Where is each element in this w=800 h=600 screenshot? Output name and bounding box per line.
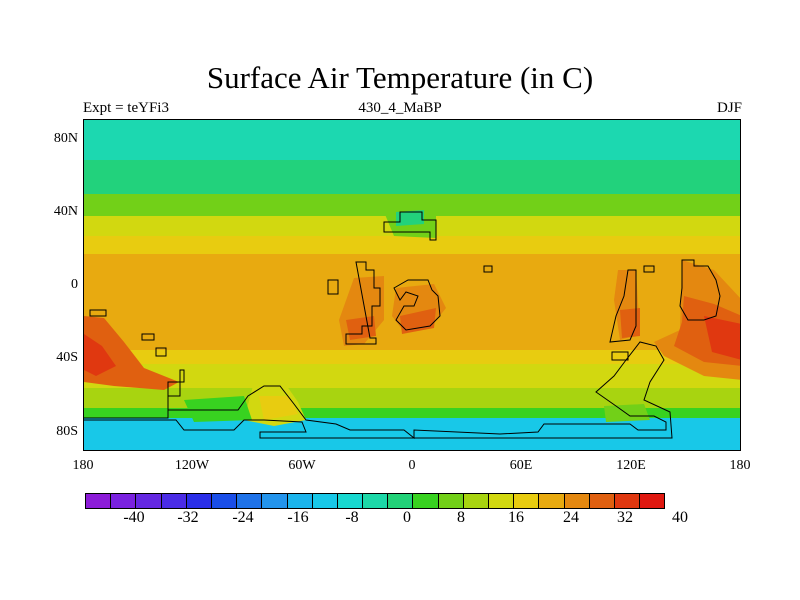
colorbar-label: -32 bbox=[177, 509, 199, 526]
band-subtropical-south bbox=[84, 350, 740, 364]
hot-region-west-core bbox=[84, 334, 116, 376]
hot-region-far-east-core bbox=[704, 316, 740, 360]
coast-far-east bbox=[679, 259, 721, 321]
colorbar-label: -8 bbox=[345, 509, 359, 526]
colorbar-swatch bbox=[85, 493, 112, 509]
hot-region-asia-core bbox=[400, 308, 436, 334]
colorbar-label: -40 bbox=[123, 509, 145, 526]
colorbar-swatch bbox=[110, 493, 137, 509]
colorbar-swatch bbox=[135, 493, 162, 509]
colorbar-label: 16 bbox=[508, 509, 524, 526]
lon-tick-label: 180 bbox=[72, 458, 94, 473]
colorbar-swatch bbox=[387, 493, 414, 509]
band-mid-south bbox=[84, 364, 740, 388]
coast-island-b bbox=[483, 265, 493, 273]
lat-tick-label: 80N bbox=[53, 131, 78, 146]
colorbar-label: 32 bbox=[617, 509, 633, 526]
colorbar-swatch bbox=[513, 493, 540, 509]
hot-region-west bbox=[84, 316, 179, 390]
band-subpolar-north bbox=[84, 160, 740, 194]
coast-antarctica bbox=[84, 341, 673, 440]
temperature-field bbox=[84, 120, 740, 450]
lat-tick-label: 0 bbox=[71, 277, 78, 292]
coast-east-small-b bbox=[611, 351, 629, 361]
colorbar-swatch bbox=[563, 493, 590, 509]
cool-plume-south-america-inner bbox=[259, 396, 298, 420]
continent-outlines bbox=[84, 211, 721, 440]
colorbar-label: -24 bbox=[232, 509, 254, 526]
coast-africa-west bbox=[345, 261, 381, 345]
band-subpolar-south bbox=[84, 408, 740, 418]
band-polar-south bbox=[84, 418, 740, 450]
colorbar-label: 24 bbox=[563, 509, 579, 526]
coast-small-west-c bbox=[155, 347, 167, 357]
green-patch-south-east bbox=[604, 404, 650, 422]
lon-tick-label: 60W bbox=[288, 458, 316, 473]
lon-tick-label: 120W bbox=[174, 458, 210, 473]
colorbar-swatch bbox=[261, 493, 288, 509]
colorbar-swatch bbox=[639, 493, 666, 509]
colorbar-swatch bbox=[311, 493, 338, 509]
colorbar-swatch bbox=[437, 493, 464, 509]
lon-tick-label: 0 bbox=[408, 458, 416, 473]
lat-tick-label: 80S bbox=[56, 424, 78, 439]
colorbar bbox=[85, 493, 666, 509]
colorbar-swatch bbox=[286, 493, 313, 509]
colorbar-label: -16 bbox=[287, 509, 309, 526]
coast-east-small bbox=[643, 265, 655, 273]
band-subtropical-north bbox=[84, 236, 740, 254]
colorbar-swatch bbox=[538, 493, 565, 509]
lon-tick-label: 60E bbox=[509, 458, 533, 473]
chart-title: Surface Air Temperature (in C) bbox=[206, 60, 594, 95]
colorbar-swatch bbox=[588, 493, 615, 509]
coast-north-arm bbox=[383, 211, 437, 241]
coast-small-west-b bbox=[141, 333, 155, 341]
colorbar-swatch bbox=[362, 493, 389, 509]
coast-island-a bbox=[327, 279, 339, 295]
colorbar-swatch bbox=[613, 493, 641, 509]
season-label: DJF bbox=[716, 100, 742, 116]
band-polar-north bbox=[84, 120, 740, 160]
north-arm-cool-core bbox=[396, 210, 424, 226]
lon-tick-label: 120E bbox=[616, 458, 646, 473]
colorbar-swatch bbox=[336, 493, 364, 509]
period-label: 430_4_MaBP bbox=[358, 100, 442, 116]
colorbar-swatch bbox=[462, 493, 489, 509]
lat-tick-label: 40S bbox=[56, 350, 78, 365]
colorbar-swatch bbox=[210, 493, 238, 509]
colorbar-label: 8 bbox=[457, 509, 465, 526]
colorbar-swatch bbox=[412, 493, 439, 509]
lat-tick-label: 40N bbox=[53, 204, 78, 219]
band-temperate-south bbox=[84, 388, 740, 408]
colorbar-swatch bbox=[185, 493, 212, 509]
band-temperate-north bbox=[84, 194, 740, 216]
colorbar-swatch bbox=[160, 493, 187, 509]
hot-region-east-core bbox=[620, 308, 640, 338]
coast-east-continent bbox=[609, 269, 637, 343]
coast-small-west-a bbox=[89, 309, 107, 317]
green-patch-south bbox=[184, 396, 252, 422]
colorbar-swatch bbox=[488, 493, 515, 509]
coast-africa-inner bbox=[393, 279, 441, 331]
experiment-label: Expt = teYFi3 bbox=[83, 100, 169, 116]
temperature-map bbox=[83, 119, 741, 451]
colorbar-label: 40 bbox=[672, 509, 688, 526]
colorbar-label: 0 bbox=[403, 509, 411, 526]
lon-tick-label: 180 bbox=[729, 458, 751, 473]
colorbar-swatch bbox=[236, 493, 263, 509]
